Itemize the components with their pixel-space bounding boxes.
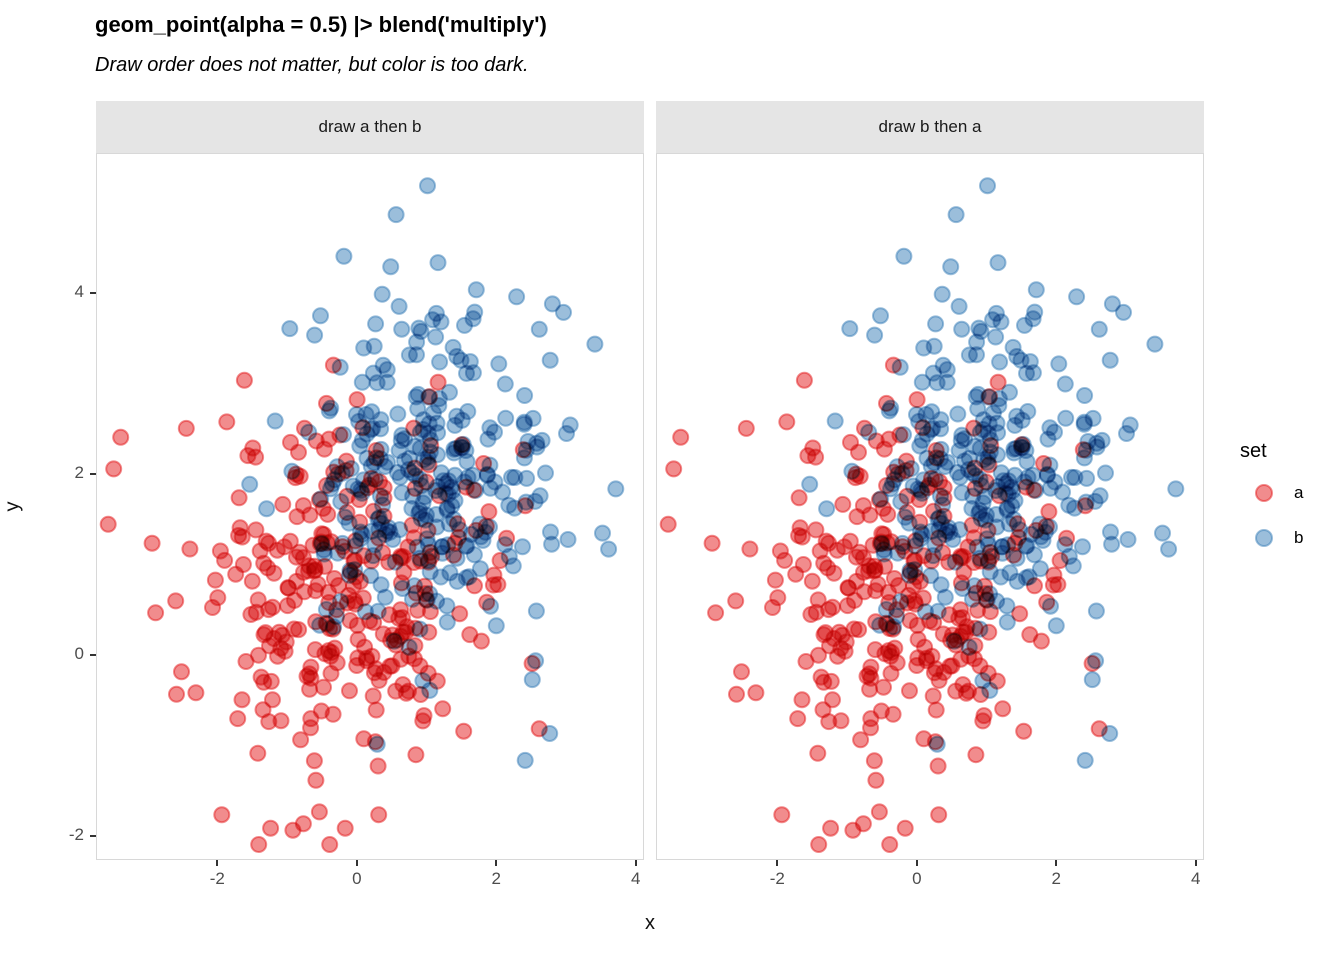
scatter-panel-left — [96, 153, 644, 860]
x-tick-label: -2 — [209, 869, 225, 888]
x-tick-mark — [1055, 860, 1058, 866]
x-tick-label: 4 — [630, 869, 641, 888]
y-tick-label: -2 — [68, 825, 84, 845]
x-tick-label: 0 — [352, 869, 362, 888]
x-tick-label: 4 — [1190, 869, 1201, 888]
facet-strip-label: draw b then a — [878, 117, 982, 136]
scatter-points-svg — [657, 154, 1203, 859]
x-tick-label: -2 — [769, 869, 785, 888]
x-tick-label: 0 — [912, 869, 922, 888]
legend-title: set — [1240, 440, 1267, 462]
plot-subtitle: Draw order does not matter, but color is… — [95, 54, 529, 76]
x-tick-mark — [495, 860, 498, 866]
scatter-points-svg — [97, 154, 643, 859]
legend-item-b: b — [1236, 526, 1336, 550]
y-tick-mark — [90, 654, 96, 657]
x-tick-mark — [776, 860, 779, 866]
x-tick-mark — [216, 860, 219, 866]
y-tick-mark — [90, 835, 96, 838]
x-tick-mark — [355, 860, 358, 866]
legend: set a b — [1236, 440, 1336, 571]
facet-strip-left: draw a then b — [96, 101, 644, 153]
legend-item-label: b — [1294, 528, 1304, 547]
facet-strip-label: draw a then b — [318, 117, 422, 136]
legend-item-a: a — [1236, 481, 1336, 505]
plot-title: geom_point(alpha = 0.5) |> blend('multip… — [95, 12, 547, 37]
legend-point-b-icon — [1255, 529, 1273, 547]
y-tick-label: 2 — [74, 463, 84, 483]
x-tick-label: 2 — [491, 869, 501, 888]
x-tick-mark — [915, 860, 918, 866]
y-tick-label: 4 — [74, 282, 84, 302]
scatter-panel-right — [656, 153, 1204, 860]
x-tick-mark — [1194, 860, 1197, 866]
legend-point-a-icon — [1255, 484, 1273, 502]
legend-item-label: a — [1294, 483, 1304, 502]
y-tick-label: 0 — [74, 644, 84, 664]
x-axis-title: x — [645, 912, 655, 934]
y-axis-title: y — [1, 501, 24, 512]
x-tick-label: 2 — [1051, 869, 1061, 888]
y-tick-mark — [90, 292, 96, 295]
x-tick-mark — [634, 860, 637, 866]
y-tick-mark — [90, 473, 96, 476]
facet-strip-right: draw b then a — [656, 101, 1204, 153]
